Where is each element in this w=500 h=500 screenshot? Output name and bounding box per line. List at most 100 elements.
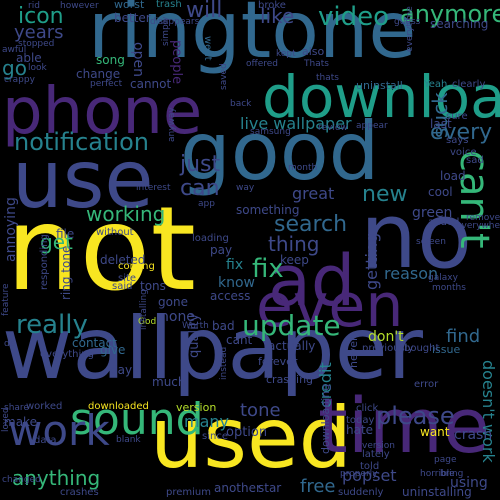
- word: month: [288, 163, 318, 173]
- word: good: [180, 105, 380, 198]
- word: phone: [2, 75, 203, 149]
- word: everywhere: [456, 221, 500, 231]
- word: everything: [40, 349, 94, 360]
- word: worked: [26, 401, 63, 412]
- word: fix: [252, 254, 284, 284]
- word: bring: [440, 469, 464, 479]
- word: last: [430, 117, 452, 131]
- word: crash: [454, 427, 493, 443]
- word: don't: [368, 329, 404, 345]
- word: horrible: [420, 469, 455, 479]
- word: open: [130, 42, 146, 77]
- word: access: [210, 289, 251, 303]
- word: new: [362, 182, 408, 207]
- word: lately: [362, 449, 390, 460]
- word: added: [428, 217, 460, 228]
- word: worst: [114, 0, 145, 11]
- word: previously: [362, 343, 414, 354]
- word: cool: [428, 185, 453, 199]
- word: search: [274, 212, 348, 237]
- word: broke: [258, 0, 286, 11]
- word: much: [152, 375, 186, 389]
- word: God: [138, 317, 157, 327]
- word: disappears: [150, 17, 200, 27]
- word: bad: [212, 319, 235, 333]
- word: cant: [226, 333, 253, 347]
- word: since: [202, 431, 228, 442]
- word: changed: [2, 475, 41, 485]
- word: review: [318, 123, 348, 133]
- word: like: [260, 4, 295, 28]
- word: option: [226, 425, 268, 440]
- word: appear: [356, 121, 388, 131]
- word: without: [96, 227, 134, 238]
- word: way: [236, 183, 255, 193]
- word: sound: [70, 394, 204, 445]
- word: loading: [192, 233, 229, 244]
- word: find: [446, 326, 481, 347]
- word: responding: [39, 234, 50, 290]
- word: something: [236, 203, 300, 217]
- word: go: [2, 56, 27, 80]
- word: clearly: [452, 79, 486, 90]
- word: tons: [140, 279, 166, 293]
- word: trash: [156, 0, 182, 10]
- word: Thats: [304, 59, 329, 69]
- word: awful: [2, 45, 27, 55]
- word: time: [318, 381, 490, 470]
- word: want: [420, 425, 450, 439]
- word: crashing: [266, 373, 314, 386]
- word: know: [218, 275, 255, 291]
- word: really: [16, 310, 88, 340]
- word: live wallpaper: [240, 114, 352, 133]
- word: star: [258, 481, 282, 495]
- word: version: [176, 401, 217, 414]
- word: pay: [210, 243, 233, 257]
- word: anything: [12, 466, 101, 490]
- word: Yeah: [424, 79, 448, 90]
- word: getting: [362, 232, 381, 290]
- word: another: [214, 481, 261, 495]
- word: version: [362, 441, 395, 451]
- word: downloading: [319, 383, 332, 454]
- word: forever: [258, 355, 298, 368]
- word: however: [60, 1, 99, 11]
- word: change: [76, 67, 121, 81]
- word: blank: [116, 435, 141, 445]
- word: anyway: [167, 107, 177, 142]
- word: video: [318, 2, 390, 32]
- word: app: [198, 199, 215, 209]
- word: able: [16, 51, 42, 65]
- word: guess: [394, 17, 421, 27]
- word: feature: [1, 283, 11, 317]
- word: told: [360, 461, 380, 472]
- word: also: [302, 45, 325, 58]
- word: voice: [450, 147, 477, 158]
- word: get: [40, 230, 73, 254]
- word: Worth: [182, 321, 209, 331]
- word: perfect: [90, 79, 123, 89]
- word: gone: [158, 295, 188, 309]
- word: years: [14, 22, 64, 43]
- word: premium: [166, 487, 211, 498]
- word: ad: [268, 240, 356, 322]
- word: used: [150, 389, 353, 487]
- word: went: [202, 36, 213, 61]
- word: properly: [340, 469, 378, 479]
- word: crappy: [4, 75, 35, 85]
- word: never: [347, 336, 360, 368]
- word: better: [114, 11, 151, 25]
- word: said: [112, 281, 133, 292]
- word: saved: [219, 63, 229, 90]
- word: everytime: [405, 6, 415, 52]
- word: kept: [276, 49, 296, 59]
- word: every: [430, 120, 493, 145]
- word: error: [414, 379, 439, 390]
- word: site: [118, 273, 137, 284]
- word: people: [169, 40, 184, 85]
- word: give: [100, 343, 126, 357]
- word: hate: [346, 423, 374, 437]
- word: cannot: [130, 77, 172, 91]
- word: uninstall: [356, 79, 403, 92]
- word: keep: [280, 253, 309, 267]
